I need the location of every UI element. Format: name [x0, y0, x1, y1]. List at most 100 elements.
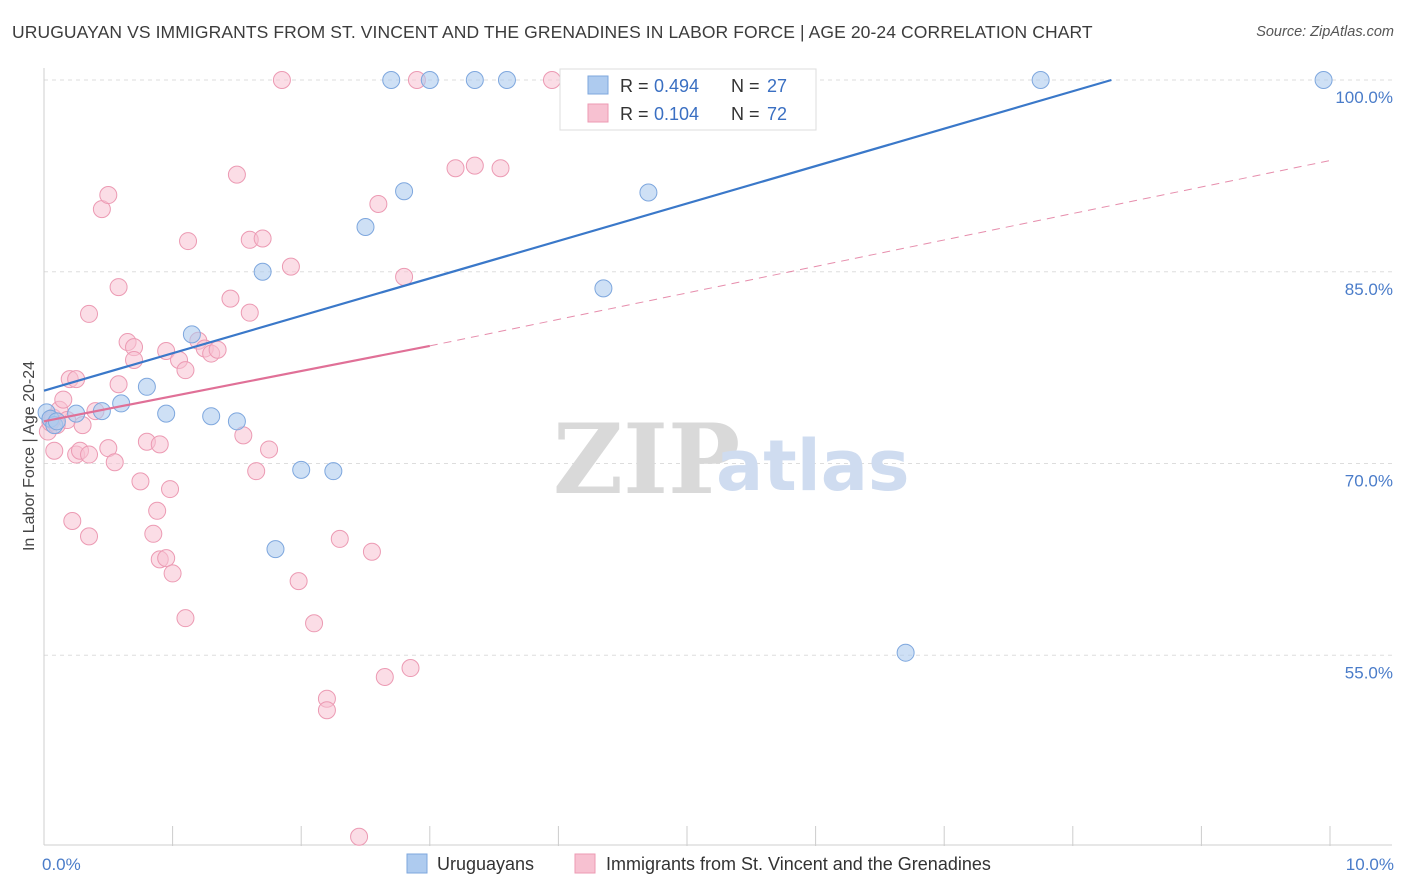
stats-legend-swatch-pink: [587, 103, 609, 123]
stats-legend-r-label-pink: R =: [620, 104, 649, 124]
pink-point: [289, 572, 308, 591]
pink-point: [176, 361, 195, 380]
x-tick-label-max: 10.0%: [1346, 855, 1394, 874]
stats-legend-r-label-blue: R =: [620, 76, 649, 96]
watermark-atlas: atlas: [716, 425, 910, 507]
blue-point: [420, 71, 439, 89]
pink-point: [272, 71, 291, 89]
pink-point: [63, 512, 82, 531]
y-tick-label: 55.0%: [1345, 663, 1393, 682]
blue-point: [47, 412, 66, 431]
source-label: Source: ZipAtlas.com: [1256, 24, 1394, 40]
pink-point: [144, 524, 163, 543]
blue-point: [465, 71, 484, 89]
blue-point: [639, 183, 658, 202]
pink-point: [240, 303, 259, 322]
pink-point: [179, 232, 198, 251]
pink-point: [227, 165, 246, 184]
trendlines: [43, 78, 1331, 423]
watermark-zip: ZIP: [553, 403, 740, 516]
pink-point: [45, 441, 64, 460]
bottom-legend: Uruguayans Immigrants from St. Vincent a…: [406, 853, 991, 874]
blue-point: [137, 377, 156, 396]
pink-point: [105, 453, 124, 472]
pink-point: [148, 501, 167, 520]
pink-point: [542, 71, 561, 89]
chart-title: URUGUAYAN VS IMMIGRANTS FROM ST. VINCENT…: [12, 22, 1093, 42]
pink-point: [491, 159, 510, 178]
pink-point: [221, 289, 240, 308]
y-tick-labels: 55.0% 70.0% 85.0% 100.0%: [1335, 88, 1393, 682]
blue-point: [356, 218, 375, 237]
stats-legend-r-value-blue: 0.494: [654, 76, 699, 96]
pink-point: [253, 229, 272, 248]
stats-legend-n-label-blue: N =: [731, 76, 760, 96]
blue-point: [112, 394, 131, 413]
y-axis-title: In Labor Force | Age 20-24: [21, 361, 38, 551]
bottom-legend-swatch-pink: [574, 853, 596, 874]
blue-point: [266, 540, 285, 559]
pink-trendline-extension: [429, 160, 1331, 347]
blue-point: [1314, 71, 1333, 89]
y-tick-label: 100.0%: [1335, 88, 1393, 107]
pink-point: [176, 609, 195, 628]
blue-point: [497, 71, 516, 89]
bottom-legend-swatch-blue: [406, 853, 428, 874]
pink-point: [208, 340, 227, 359]
blue-point: [896, 643, 915, 662]
pink-point: [375, 667, 394, 686]
blue-point: [202, 407, 221, 426]
pink-point: [131, 472, 150, 491]
pink-trendline: [43, 344, 431, 423]
pink-point: [80, 445, 99, 464]
pink-point: [305, 614, 324, 633]
blue-point: [292, 460, 311, 479]
blue-point: [1031, 71, 1050, 89]
x-tick-label-min: 0.0%: [42, 855, 81, 874]
pink-point: [150, 435, 169, 454]
pink-point: [109, 375, 128, 394]
gridlines: [44, 79, 1392, 656]
pink-point: [109, 278, 128, 297]
stats-legend: R = 0.494 N = 27 R = 0.104 N = 72: [559, 68, 817, 131]
bottom-legend-label-blue: Uruguayans: [437, 854, 534, 874]
blue-point: [382, 71, 401, 89]
pink-point: [54, 390, 73, 409]
pink-point: [157, 549, 176, 568]
watermark: ZIP atlas: [553, 403, 910, 516]
pink-point: [465, 156, 484, 175]
blue-point: [594, 279, 613, 298]
blue-point: [395, 182, 414, 201]
pink-point: [395, 267, 414, 286]
stats-legend-swatch-blue: [587, 75, 609, 95]
pink-point: [80, 304, 99, 323]
blue-point: [227, 412, 246, 431]
y-tick-label: 85.0%: [1345, 280, 1393, 299]
pink-point: [281, 257, 300, 276]
pink-point: [260, 440, 279, 459]
stats-legend-r-value-pink: 0.104: [654, 104, 699, 124]
axes: [43, 68, 1392, 846]
pink-point: [330, 529, 349, 548]
bottom-legend-label-pink: Immigrants from St. Vincent and the Gren…: [606, 854, 991, 874]
blue-trendline: [43, 78, 1112, 392]
pink-point: [80, 527, 99, 546]
pink-point: [369, 194, 388, 213]
x-ticks: [172, 826, 1331, 846]
y-tick-label: 70.0%: [1345, 472, 1393, 491]
blue-series-points: [37, 71, 1333, 662]
stats-legend-n-label-pink: N =: [731, 104, 760, 124]
blue-point: [182, 325, 201, 344]
blue-point: [253, 262, 272, 281]
pink-series-points: [38, 71, 561, 846]
pink-point: [350, 827, 369, 846]
stats-legend-n-value-pink: 72: [767, 104, 787, 124]
pink-point: [362, 542, 381, 561]
pink-point: [317, 701, 336, 720]
blue-point: [157, 404, 176, 423]
pink-point: [446, 159, 465, 178]
pink-point: [163, 564, 182, 583]
pink-point: [247, 462, 266, 481]
stats-legend-n-value-blue: 27: [767, 76, 787, 96]
